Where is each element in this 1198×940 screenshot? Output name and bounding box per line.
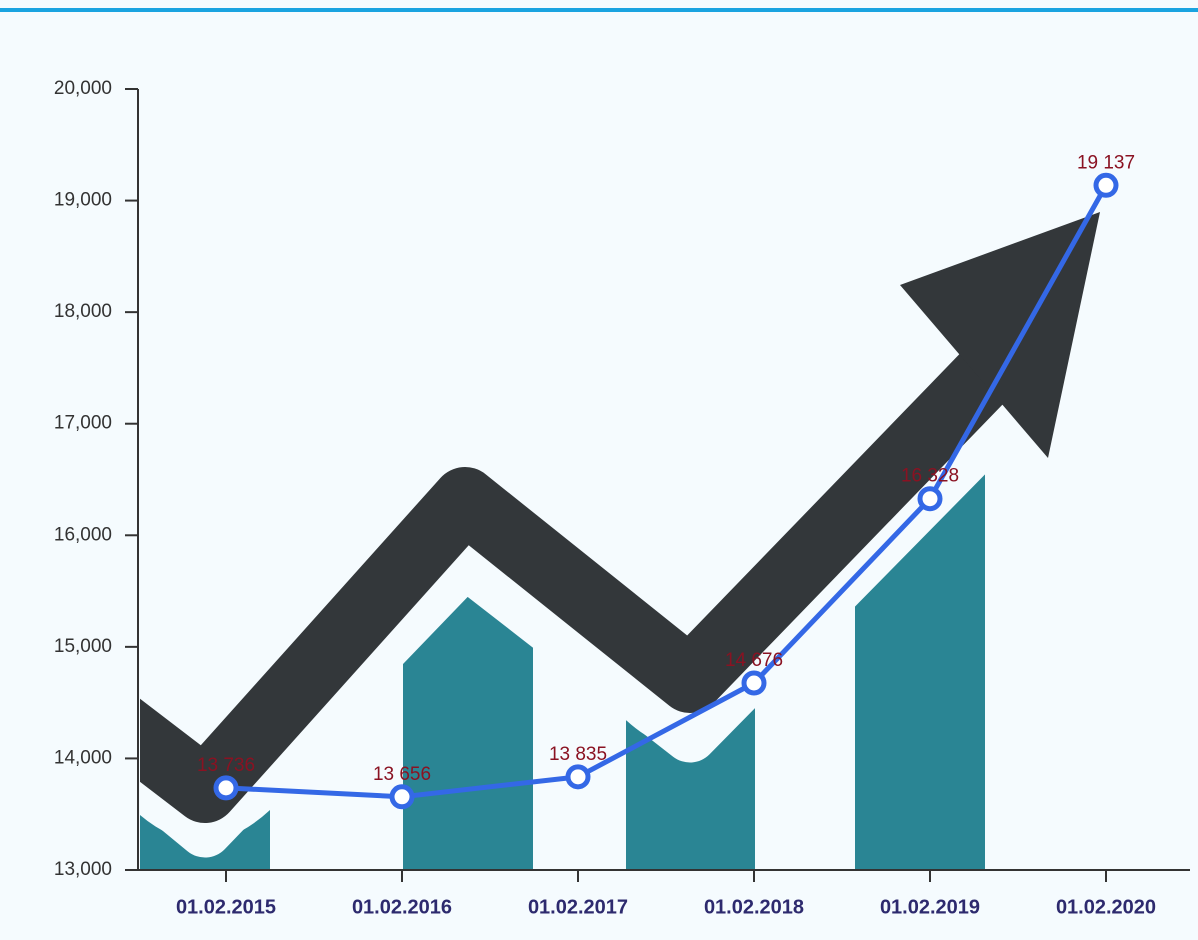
decoration [0,20,1100,870]
x-tick-label: 01.02.2015 [176,896,276,918]
y-tick-label: 17,000 [54,413,112,434]
x-tick-label: 01.02.2018 [704,896,804,918]
value-label: 13 656 [373,764,431,785]
x-tick-label: 01.02.2017 [528,896,628,918]
top-bar [0,8,1198,12]
point [741,670,767,696]
value-label: 16 328 [901,466,959,487]
x-tick-label: 01.02.2016 [352,896,452,918]
point [389,784,415,810]
point [565,764,591,790]
value-label: 14 676 [725,650,783,671]
point [213,775,239,801]
x-tick-label: 01.02.2020 [1056,896,1156,918]
y-tick-label: 20,000 [54,78,112,99]
value-label: 19 137 [1077,152,1135,173]
point [917,486,943,512]
y-tick-label: 15,000 [54,636,112,657]
y-tick-label: 19,000 [54,190,112,211]
line [225,184,1109,800]
y-tick-label: 18,000 [54,301,112,322]
y-tick-label: 16,000 [54,524,112,545]
value-label: 13 835 [549,744,607,765]
y-tick-label: 13,000 [54,859,112,880]
x-tick-label: 01.02.2019 [880,896,980,918]
point [1093,172,1119,198]
y-tick-label: 14,000 [54,747,112,768]
value-label: 13 736 [197,755,255,776]
